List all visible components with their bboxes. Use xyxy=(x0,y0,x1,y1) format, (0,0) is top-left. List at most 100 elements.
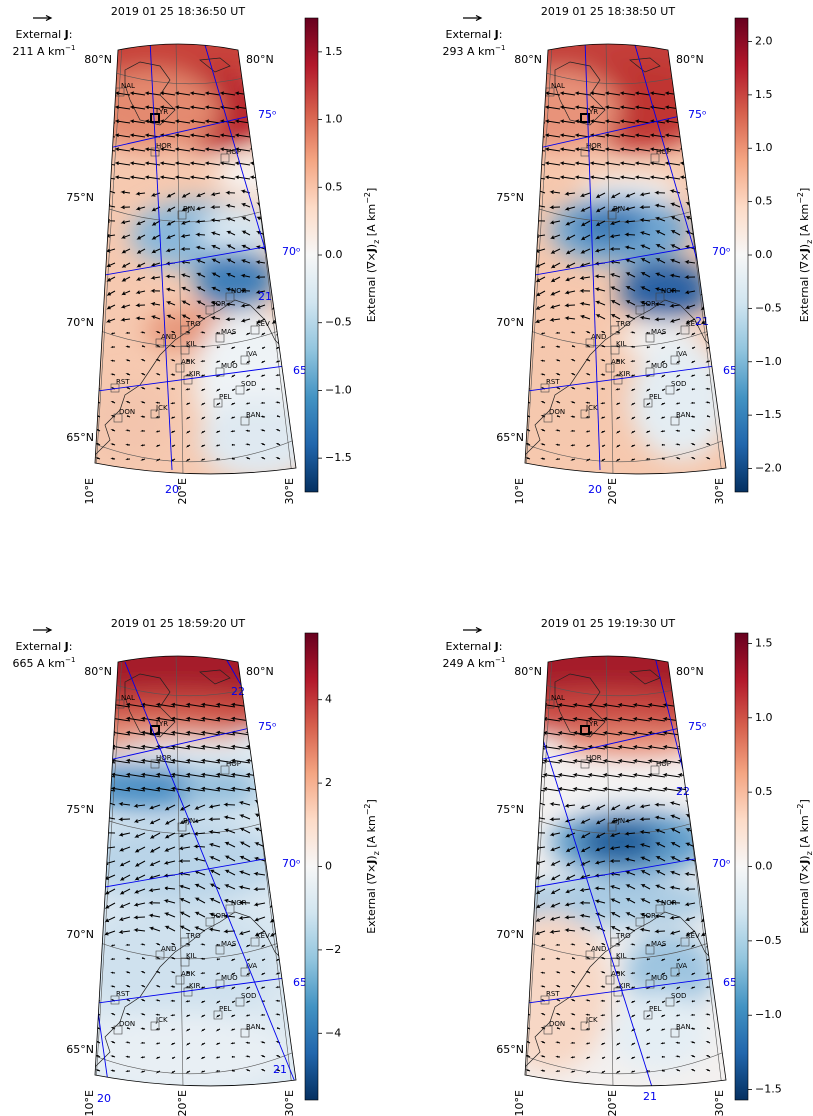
current-vector xyxy=(238,885,251,890)
current-vector xyxy=(95,105,101,110)
current-vector xyxy=(125,359,131,362)
current-vector xyxy=(616,359,621,362)
current-vector xyxy=(645,444,651,447)
current-vector xyxy=(174,91,191,96)
current-vector xyxy=(125,758,146,764)
current-vector xyxy=(95,874,101,879)
station-label: NOR xyxy=(231,287,247,295)
current-vector xyxy=(595,804,606,811)
current-vector xyxy=(550,888,561,895)
current-vector xyxy=(540,944,546,947)
current-vector xyxy=(640,258,651,264)
current-vector xyxy=(211,258,221,264)
colorbar-label-part: J xyxy=(798,248,811,253)
current-vector xyxy=(585,430,591,433)
current-vector xyxy=(574,147,591,152)
current-vector xyxy=(165,248,176,253)
lat-label: 80°N xyxy=(676,665,704,678)
current-vector xyxy=(604,105,621,110)
current-vector xyxy=(125,429,131,432)
colorbar-tick-label: 0.5 xyxy=(755,195,773,208)
station-label: SOR xyxy=(211,912,226,920)
current-vector xyxy=(691,958,696,961)
current-vector xyxy=(135,303,146,308)
current-vector xyxy=(276,1027,281,1030)
current-vector xyxy=(617,787,636,792)
current-vector xyxy=(246,958,251,961)
current-vector xyxy=(209,897,221,904)
current-vector xyxy=(260,702,281,708)
current-vector xyxy=(556,415,561,418)
current-vector xyxy=(699,216,711,222)
current-vector xyxy=(194,897,206,904)
current-vector xyxy=(595,818,606,825)
current-vector xyxy=(615,1070,621,1074)
current-vector xyxy=(595,220,606,227)
current-vector xyxy=(624,844,636,849)
current-vector xyxy=(110,373,116,376)
current-vector xyxy=(664,161,681,166)
current-vector xyxy=(171,458,176,462)
current-vector xyxy=(238,870,251,876)
current-vector xyxy=(684,916,696,922)
current-vector xyxy=(230,958,236,962)
station-label: ABK xyxy=(611,970,626,978)
current-vector xyxy=(555,943,561,946)
current-vector xyxy=(525,119,531,124)
lon-label: 20°E xyxy=(176,1090,189,1116)
current-vector xyxy=(579,288,591,293)
colorbar-tick-label: −1.5 xyxy=(755,1083,782,1096)
current-vector xyxy=(579,314,591,320)
current-vector xyxy=(570,971,576,974)
current-vector xyxy=(264,161,281,166)
current-vector xyxy=(120,220,131,225)
current-vector xyxy=(572,745,591,750)
current-vector xyxy=(95,304,101,311)
current-vector xyxy=(634,133,651,138)
station-label: SOD xyxy=(241,380,256,388)
station-marker xyxy=(635,305,645,315)
current-vector xyxy=(215,1056,221,1059)
mlt-label: 20 xyxy=(588,483,602,496)
colorbar-label-part: ) xyxy=(798,244,811,248)
current-vector xyxy=(639,817,651,822)
current-vector xyxy=(654,929,666,934)
current-vector xyxy=(555,999,561,1002)
current-vector xyxy=(230,972,236,976)
current-vector xyxy=(238,814,251,820)
current-vector xyxy=(125,1070,131,1073)
current-vector xyxy=(600,345,606,348)
current-vector xyxy=(604,147,621,152)
current-vector xyxy=(655,258,666,264)
current-vector xyxy=(275,374,281,377)
current-vector xyxy=(189,91,206,96)
current-vector xyxy=(589,119,606,124)
current-vector xyxy=(699,858,711,863)
current-vector xyxy=(654,899,666,904)
mlat-label: 75ᵒ xyxy=(688,108,707,121)
current-vector xyxy=(705,1069,711,1072)
current-vector xyxy=(615,416,621,420)
current-vector xyxy=(684,304,696,310)
current-vector xyxy=(110,401,116,404)
current-vector xyxy=(208,842,221,848)
field-patch xyxy=(530,777,710,807)
current-vector xyxy=(180,286,191,292)
current-vector xyxy=(676,346,681,349)
current-vector xyxy=(230,430,236,433)
current-vector xyxy=(275,1055,281,1058)
lat-label: 70°N xyxy=(66,316,94,329)
current-vector xyxy=(125,985,131,988)
current-vector xyxy=(691,388,696,391)
field-patch xyxy=(625,932,715,1012)
current-vector xyxy=(579,888,591,892)
current-vector xyxy=(140,429,146,432)
current-vector xyxy=(535,902,546,909)
current-vector xyxy=(706,415,711,418)
colorbar-label-part: −2 xyxy=(363,192,372,204)
current-vector xyxy=(200,444,206,448)
current-vector xyxy=(155,716,176,722)
current-vector xyxy=(186,971,191,974)
current-vector xyxy=(155,331,161,334)
current-vector xyxy=(150,288,161,293)
